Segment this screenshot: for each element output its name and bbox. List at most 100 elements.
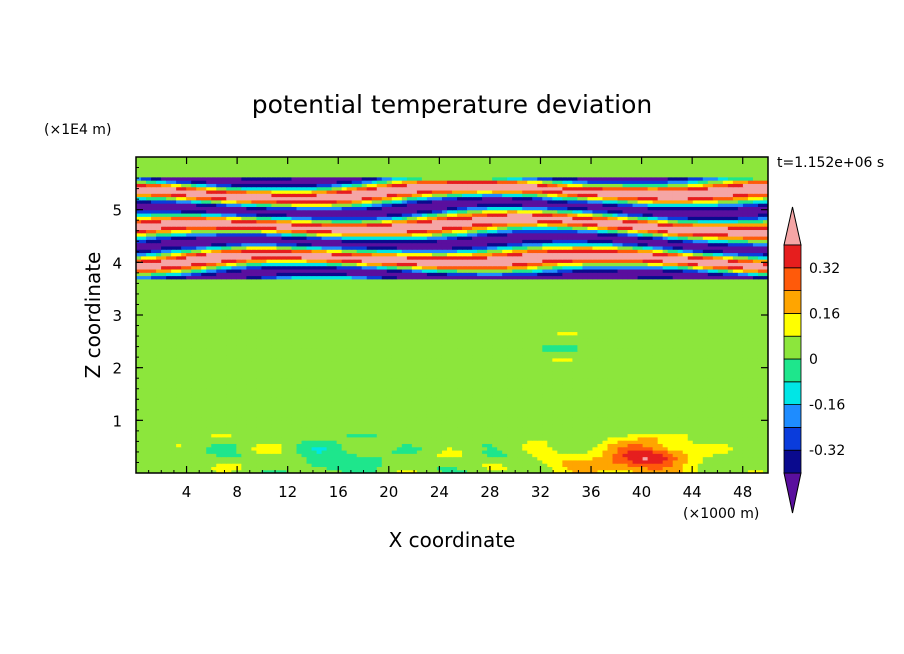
heatmap-cell [452,377,458,382]
heatmap-cell [667,420,674,425]
heatmap-cell [271,377,278,382]
heatmap-cell [371,403,378,408]
heatmap-cell [431,430,438,435]
heatmap-cell [677,367,684,372]
heatmap-cell [652,446,659,451]
heatmap-cell [176,364,182,369]
heatmap-cell [577,347,584,352]
heatmap-cell [421,407,428,412]
heatmap-cell [592,407,599,412]
heatmap-cell [752,453,759,458]
heatmap-cell [552,430,558,435]
heatmap-cell [517,397,523,402]
heatmap-cell [226,463,232,468]
heatmap-cell [577,403,584,408]
heatmap-cell [186,456,192,461]
heatmap-cell [462,426,468,431]
heatmap-cell [341,347,348,352]
heatmap-cell [446,387,453,392]
heatmap-cell [221,403,227,408]
heatmap-cell [231,374,237,379]
heatmap-cell [737,397,744,402]
heatmap-cell [226,397,232,402]
heatmap-cell [416,394,423,398]
heatmap-cell [707,380,714,385]
heatmap-cell [241,403,247,408]
heatmap-cell [291,469,298,473]
heatmap-cell [617,374,624,379]
heatmap-cell [622,384,629,389]
heatmap-cell [532,364,538,369]
heatmap-cell [371,466,378,471]
heatmap-cell [221,440,227,444]
heatmap-cell [562,367,568,372]
heatmap-cell [592,443,599,448]
heatmap-cell [316,344,323,349]
heatmap-cell [687,417,694,421]
heatmap-cell [336,344,343,349]
heatmap-cell [632,453,639,458]
heatmap-cell [296,423,303,428]
heatmap-cell [652,377,659,382]
heatmap-cell [396,466,403,471]
heatmap-cell [231,370,237,375]
heatmap-cell [221,456,227,461]
heatmap-cell [431,433,438,438]
heatmap-cell [396,417,403,421]
heatmap-cell [732,426,739,431]
heatmap-cell [482,407,488,412]
heatmap-cell [517,413,523,418]
heatmap-cell [406,374,413,379]
heatmap-cell [311,463,318,468]
heatmap-cell [622,374,629,379]
heatmap-cell [527,456,533,461]
heatmap-cell [722,403,729,408]
heatmap-cell [141,394,147,398]
heatmap-cell [381,400,388,405]
heatmap-cell [522,469,528,473]
heatmap-cell [657,426,664,431]
heatmap-cell [441,380,448,385]
heatmap-cell [336,370,343,375]
heatmap-cell [762,364,768,369]
heatmap-cell [672,387,679,392]
heatmap-cell [291,377,298,382]
heatmap-cell [637,361,644,365]
heatmap-cell [346,361,353,365]
heatmap-cell [567,463,573,468]
heatmap-cell [386,390,393,395]
heatmap-cell [286,384,293,389]
heatmap-cell [702,423,709,428]
heatmap-cell [662,351,669,356]
heatmap-cell [452,463,458,468]
heatmap-cell [522,463,528,468]
heatmap-cell [597,351,604,356]
heatmap-cell [221,430,227,435]
heatmap-cell [396,449,403,454]
heatmap-cell [371,449,378,454]
heatmap-cell [261,370,268,375]
heatmap-cell [752,367,759,372]
heatmap-cell [717,466,724,471]
heatmap-cell [241,453,247,458]
heatmap-cell [487,430,493,435]
heatmap-cell [386,453,393,458]
heatmap-cell [436,459,443,464]
heatmap-cell [446,354,453,359]
heatmap-cell [487,449,493,454]
heatmap-cell [146,426,152,431]
heatmap-cell [687,384,694,389]
heatmap-cell [256,390,262,395]
heatmap-cell [266,344,273,349]
heatmap-cell [391,413,398,418]
heatmap-cell [386,426,393,431]
heatmap-cell [702,466,709,471]
heatmap-cell [301,423,308,428]
heatmap-cell [286,443,293,448]
heatmap-cell [321,407,328,412]
heatmap-cell [702,407,709,412]
heatmap-cell [552,423,558,428]
heatmap-cell [251,364,257,369]
heatmap-cell [431,377,438,382]
heatmap-cell [371,364,378,369]
